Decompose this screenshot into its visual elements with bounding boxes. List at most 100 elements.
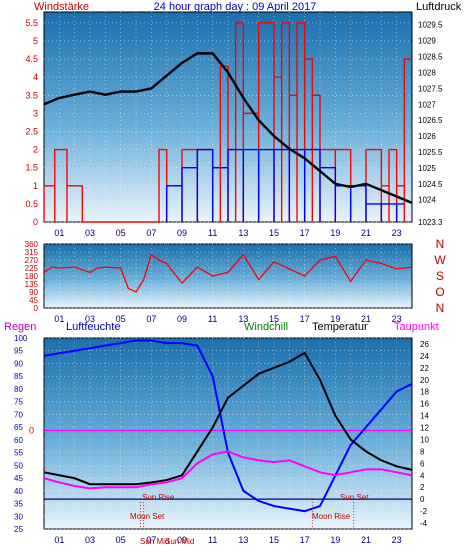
x-tick-label: 05: [116, 314, 126, 324]
x-tick-label: 21: [361, 314, 371, 324]
annotation-label: Sun Rise: [142, 493, 175, 502]
temperature-tick-label: -2: [420, 507, 428, 516]
temperature-tick-label: 18: [420, 388, 429, 397]
temperature-tick-label: 10: [420, 435, 429, 444]
x-tick-label: 19: [330, 314, 340, 324]
pressure-tick-label: 1025.5: [418, 148, 443, 157]
humidity-tick-label: 45: [14, 474, 23, 483]
x-tick-label: 05: [116, 228, 126, 238]
wind-tick-label: 5: [33, 36, 38, 46]
annotation-label: Moon Rise: [312, 512, 351, 521]
x-tick-label: 21: [361, 228, 371, 238]
x-tick-label: 01: [54, 228, 64, 238]
x-tick-label: 19: [330, 535, 340, 545]
compass-label: W: [434, 253, 446, 267]
wind-series-2: [165, 148, 405, 222]
wind-direction-line: [43, 253, 413, 293]
x-tick-label: 05: [116, 535, 126, 545]
annotation-label: Sun Set: [340, 493, 369, 502]
humidity-tick-label: 85: [14, 372, 23, 381]
bottom-series-2: [43, 450, 413, 490]
x-tick-label: 03: [85, 314, 95, 324]
dewpoint-axis-title: Taupunkt: [394, 321, 439, 333]
x-tick-label: 17: [300, 228, 310, 238]
direction-tick-label: 90: [29, 288, 38, 297]
humidity-tick-label: 35: [14, 500, 23, 509]
humidity-tick-label: 50: [14, 461, 23, 470]
x-tick-label: 23: [392, 228, 402, 238]
temperature-tick-label: 26: [420, 340, 429, 349]
temperature-tick-label: 16: [420, 400, 429, 409]
temperature-tick-label: 8: [420, 447, 425, 456]
x-tick-label: 15: [269, 228, 279, 238]
pressure-tick-label: 1023.3: [418, 218, 443, 227]
wind-tick-label: 5.5: [25, 18, 38, 28]
x-tick-label: 11: [208, 535, 217, 545]
humidity-tick-label: 70: [14, 410, 23, 419]
x-tick-label: 01: [54, 314, 64, 324]
humidity-tick-label: 90: [14, 359, 23, 368]
x-tick-label: 03: [85, 535, 95, 545]
temperature-tick-label: 20: [420, 376, 429, 385]
x-tick-label: 07: [146, 228, 156, 238]
x-tick-label: 17: [300, 535, 310, 545]
pressure-tick-label: 1026: [418, 132, 436, 141]
wind-tick-label: 2.5: [25, 126, 38, 136]
chart-title: 24 hour graph day : 09 April 2017: [154, 1, 317, 13]
pressure-tick-label: 1028.5: [418, 53, 443, 62]
temperature-tick-label: 22: [420, 364, 429, 373]
x-tick-label: 13: [238, 535, 248, 545]
x-tick-label: 21: [361, 535, 371, 545]
direction-tick-label: 180: [25, 272, 39, 281]
annotation-label: Sun Mid: [165, 537, 194, 546]
humidity-tick-label: 25: [14, 525, 23, 534]
panel-background-2: [44, 338, 412, 529]
temperature-tick-label: 2: [420, 483, 425, 492]
pressure-tick-label: 1024.5: [418, 180, 443, 189]
humidity-tick-label: 40: [14, 487, 23, 496]
pressure-axis-title: Luftdruck: [416, 1, 462, 13]
temperature-tick-label: 0: [420, 495, 425, 504]
x-tick-label: 09: [177, 314, 187, 324]
pressure-tick-label: 1027.5: [418, 84, 443, 93]
pressure-tick-label: 1026.5: [418, 116, 443, 125]
humidity-tick-label: 100: [14, 334, 28, 343]
pressure-tick-label: 1024: [418, 196, 436, 205]
x-tick-label: 03: [85, 228, 95, 238]
x-tick-label: 01: [54, 535, 64, 545]
x-tick-label: 07: [146, 314, 156, 324]
humidity-tick-label: 80: [14, 385, 23, 394]
direction-tick-label: 0: [34, 304, 39, 313]
annotation-label: Moon Set: [130, 512, 165, 521]
temperature-tick-label: -4: [420, 519, 428, 528]
x-tick-label: 13: [238, 228, 248, 238]
wind-axis-title: Windstärke: [34, 1, 89, 13]
wind-tick-label: 0.5: [25, 199, 38, 209]
temperature-tick-label: 4: [420, 471, 425, 480]
wind-tick-label: 2: [33, 145, 38, 155]
direction-tick-label: 360: [25, 240, 39, 249]
compass-label: N: [436, 301, 445, 315]
pressure-tick-label: 1029: [418, 37, 436, 46]
pressure-line: [43, 52, 413, 205]
annotation-label: Sun Mid: [140, 537, 169, 546]
pressure-tick-label: 1025: [418, 164, 436, 173]
humidity-tick-label: 55: [14, 449, 23, 458]
x-tick-label: 23: [392, 535, 402, 545]
pressure-tick-label: 1029.5: [418, 21, 443, 30]
rain-value-label: 0: [29, 426, 34, 436]
x-tick-label: 09: [177, 535, 187, 545]
wind-tick-label: 3: [33, 108, 38, 118]
x-tick-label: 15: [269, 535, 279, 545]
compass-label: S: [436, 269, 444, 283]
x-tick-label: 13: [238, 314, 248, 324]
temperature-tick-label: 14: [420, 412, 429, 421]
pressure-tick-label: 1028: [418, 68, 436, 77]
humidity-tick-label: 65: [14, 423, 23, 432]
x-tick-label: 11: [208, 228, 217, 238]
humidity-axis-title: Luftfeuchte: [66, 321, 120, 333]
wind-tick-label: 4.5: [25, 54, 38, 64]
direction-tick-label: 135: [25, 280, 39, 289]
